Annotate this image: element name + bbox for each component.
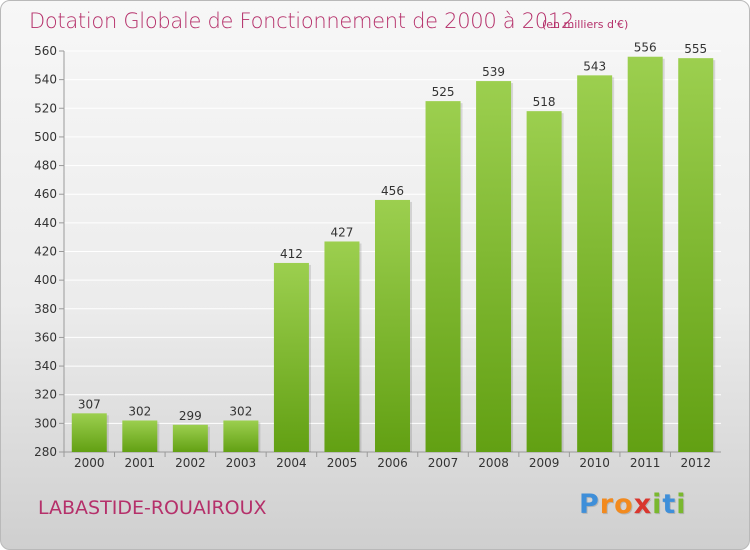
y-tick-label: 320 — [34, 388, 57, 402]
value-label: 539 — [482, 65, 505, 79]
y-tick-labels: 280 300 320 340 360 380 400 420 440 460 480 500 520 5… — [34, 44, 57, 459]
y-tick-label: 500 — [34, 130, 57, 144]
bar — [375, 199, 410, 452]
bar — [223, 420, 259, 452]
logo-letter: o — [614, 489, 634, 520]
x-tick-label: 2002 — [175, 456, 206, 470]
bar — [476, 81, 512, 452]
bar — [122, 420, 158, 452]
logo-letter: t — [662, 489, 677, 520]
chart-title: Dotation Globale de Fonctionnement de 20… — [29, 9, 574, 33]
x-tick-label: 2009 — [529, 456, 560, 470]
value-label: 307 — [78, 397, 101, 411]
y-tick-label: 440 — [34, 216, 57, 230]
commune-name: LABASTIDE-ROUAIROUX — [38, 497, 267, 519]
chart-unit-note: (en milliers d'€) — [542, 18, 629, 31]
bar — [324, 241, 360, 452]
y-tick-label: 460 — [34, 187, 57, 201]
bars — [71, 56, 716, 453]
value-label: 555 — [684, 42, 707, 56]
x-tick-label: 2001 — [125, 456, 156, 470]
value-label: 525 — [432, 85, 455, 99]
x-tick-label: 2012 — [680, 456, 711, 470]
logo-letter: i — [676, 489, 687, 520]
value-label: 427 — [331, 225, 354, 239]
bar — [71, 413, 107, 452]
x-tick-label: 2011 — [630, 456, 661, 470]
value-label: 302 — [128, 404, 151, 418]
y-tick-label: 360 — [34, 330, 57, 344]
value-label: 302 — [229, 404, 252, 418]
bar — [627, 56, 663, 452]
y-tick-label: 400 — [34, 273, 57, 287]
x-tick-label: 2010 — [579, 456, 610, 470]
x-tick-label: 2003 — [226, 456, 257, 470]
y-tick-label: 280 — [34, 445, 57, 459]
y-tick-label: 420 — [34, 245, 57, 259]
value-label: 543 — [583, 59, 606, 73]
y-tick-label: 300 — [34, 416, 57, 430]
y-tick-label: 560 — [34, 44, 57, 58]
bar — [273, 262, 309, 452]
x-tick-label: 2000 — [74, 456, 105, 470]
bar — [425, 101, 461, 452]
x-tick-label: 2008 — [478, 456, 509, 470]
value-label: 518 — [533, 95, 556, 109]
logo-letter: x — [633, 489, 653, 520]
y-tick-label: 340 — [34, 359, 57, 373]
y-tick-label: 520 — [34, 101, 57, 115]
y-tick-label: 480 — [34, 159, 57, 173]
x-tick-label: 2004 — [276, 456, 307, 470]
proxiti-logo: Proxiti — [579, 489, 687, 520]
value-label: 299 — [179, 409, 202, 423]
logo-letter: r — [599, 489, 615, 520]
bar — [172, 424, 208, 452]
bar — [577, 75, 613, 452]
bar — [526, 111, 562, 453]
x-tick-label: 2006 — [377, 456, 408, 470]
x-tick-label: 2005 — [327, 456, 358, 470]
logo-letter: P — [579, 489, 600, 520]
value-label: 556 — [634, 41, 657, 55]
y-tick-label: 380 — [34, 302, 57, 316]
value-labels: 307 302 299 302 412 427 456 525 539 518 543 556 555 — [78, 41, 707, 423]
y-tick-label: 540 — [34, 73, 57, 87]
logo-letter: i — [652, 489, 663, 520]
bar — [678, 58, 714, 453]
value-label: 412 — [280, 247, 303, 261]
value-label: 456 — [381, 184, 404, 198]
x-tick-labels: 2000 2001 2002 2003 2004 2005 2006 2007 2008 2009… — [74, 456, 711, 470]
x-tick-label: 2007 — [428, 456, 459, 470]
